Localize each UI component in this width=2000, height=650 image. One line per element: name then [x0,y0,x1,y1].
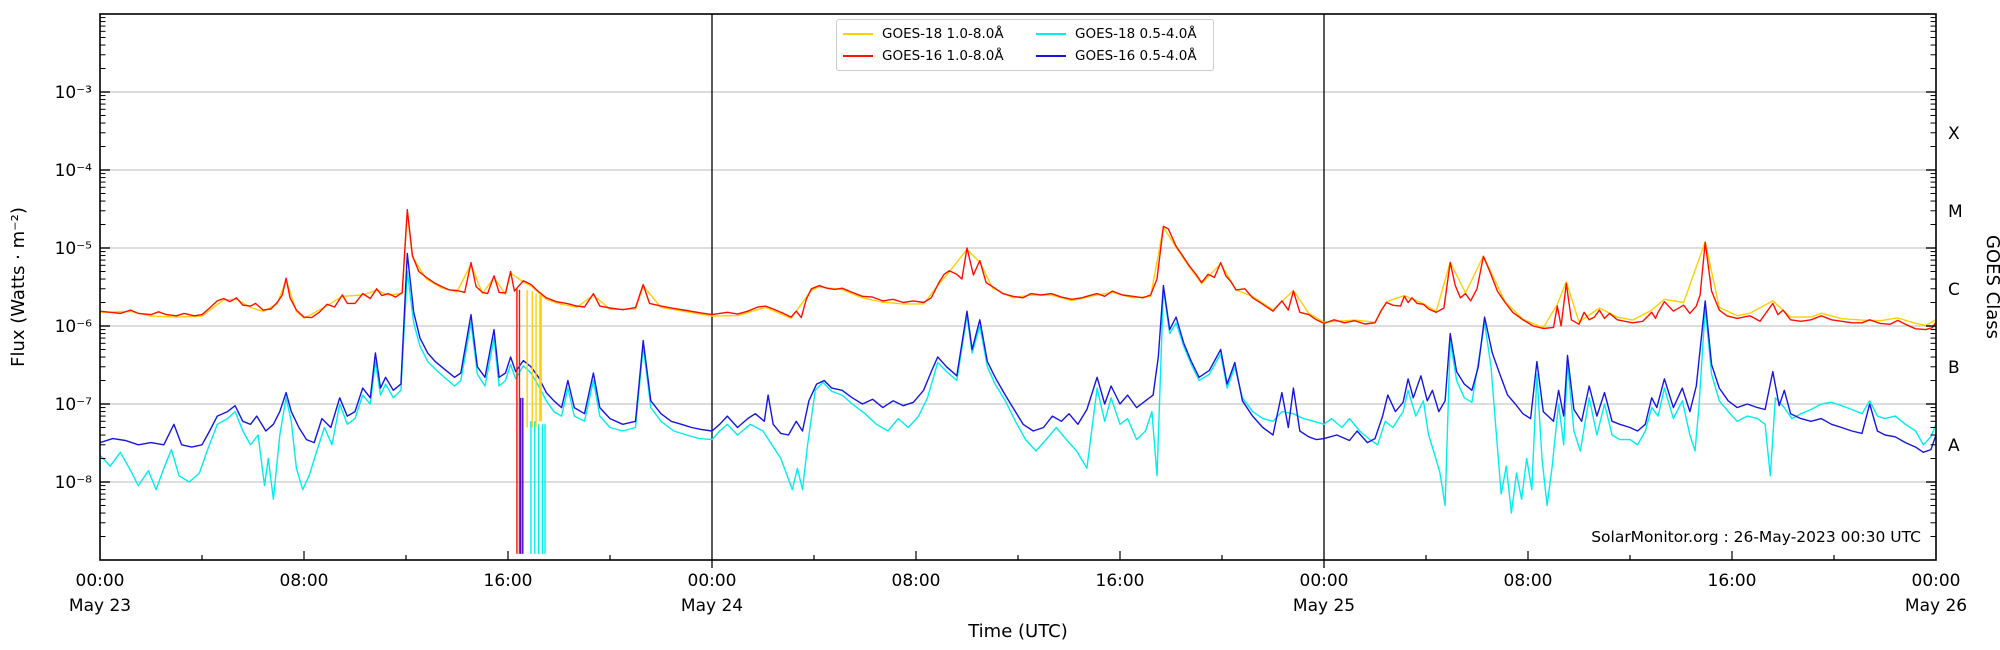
x-date-label: May 23 [69,596,131,616]
x-tick-label: 00:00 [1912,571,1961,591]
legend-item: GOES-16 0.5-4.0Å [1036,45,1203,67]
x-axis-title: Time (UTC) [967,621,1068,642]
flux-curves [100,209,1936,554]
y-tick-label: 10⁻⁶ [55,317,93,337]
legend-line-swatch [1036,55,1066,57]
right-axis-title: GOES Class [1982,235,2000,339]
y-axis-title: Flux (Watts · m⁻²) [8,207,29,367]
goes-class-label: X [1948,124,1960,144]
legend-label: GOES-18 1.0-8.0Å [882,26,1004,42]
x-date-label: May 25 [1293,596,1355,616]
watermark-text: SolarMonitor.org : 26-May-2023 00:30 UTC [1591,528,1921,546]
x-date-label: May 24 [681,596,743,616]
series-GOES-18 1.0-8.0Å [100,211,1936,329]
x-tick-label: 16:00 [1708,571,1757,591]
goes-class-label: B [1948,358,1960,378]
goes-class-label: M [1948,202,1963,222]
x-tick-label: 00:00 [1300,571,1349,591]
x-tick-label: 08:00 [280,571,329,591]
series-GOES-16 0.5-4.0Å [100,252,1936,453]
axes-and-ticks: 10⁻³ 10⁻⁴ 10⁻⁵ 10⁻⁶ 10⁻⁷ 10⁻⁸ 00:00 May 23 08:00… [55,13,1967,616]
legend-item: GOES-18 1.0-8.0Å [843,23,1010,45]
x-tick-label: 00:00 [688,571,737,591]
legend: GOES-18 1.0-8.0Å GOES-16 1.0-8.0Å GOES-18 … [836,19,1214,71]
legend-label: GOES-16 0.5-4.0Å [1075,48,1197,64]
goes-class-label: A [1948,436,1960,456]
day-separator-lines [711,14,1325,560]
goes-class-label: C [1948,280,1960,300]
plot-border [99,13,1937,561]
x-tick-label: 08:00 [892,571,941,591]
series-GOES-16 1.0-8.0Å [100,209,1936,331]
x-tick-label: 08:00 [1504,571,1553,591]
legend-item: GOES-16 1.0-8.0Å [843,45,1010,67]
legend-label: GOES-16 1.0-8.0Å [882,48,1004,64]
y-tick-label: 10⁻⁵ [55,239,92,259]
legend-line-swatch [843,55,873,57]
series-GOES-18 0.5-4.0Å [100,270,1936,514]
legend-line-swatch [1036,33,1066,35]
gridlines [100,91,1936,483]
x-tick-label: 16:00 [1096,571,1145,591]
legend-label: GOES-18 0.5-4.0Å [1075,26,1197,42]
legend-line-swatch [843,33,873,35]
x-tick-label: 00:00 [76,571,125,591]
x-tick-label: 16:00 [484,571,533,591]
y-tick-label: 10⁻⁴ [55,161,93,181]
legend-item: GOES-18 0.5-4.0Å [1036,23,1203,45]
y-tick-label: 10⁻⁷ [55,395,93,415]
x-date-label: May 26 [1905,596,1967,616]
y-tick-label: 10⁻³ [55,83,92,103]
y-tick-label: 10⁻⁸ [55,473,93,493]
